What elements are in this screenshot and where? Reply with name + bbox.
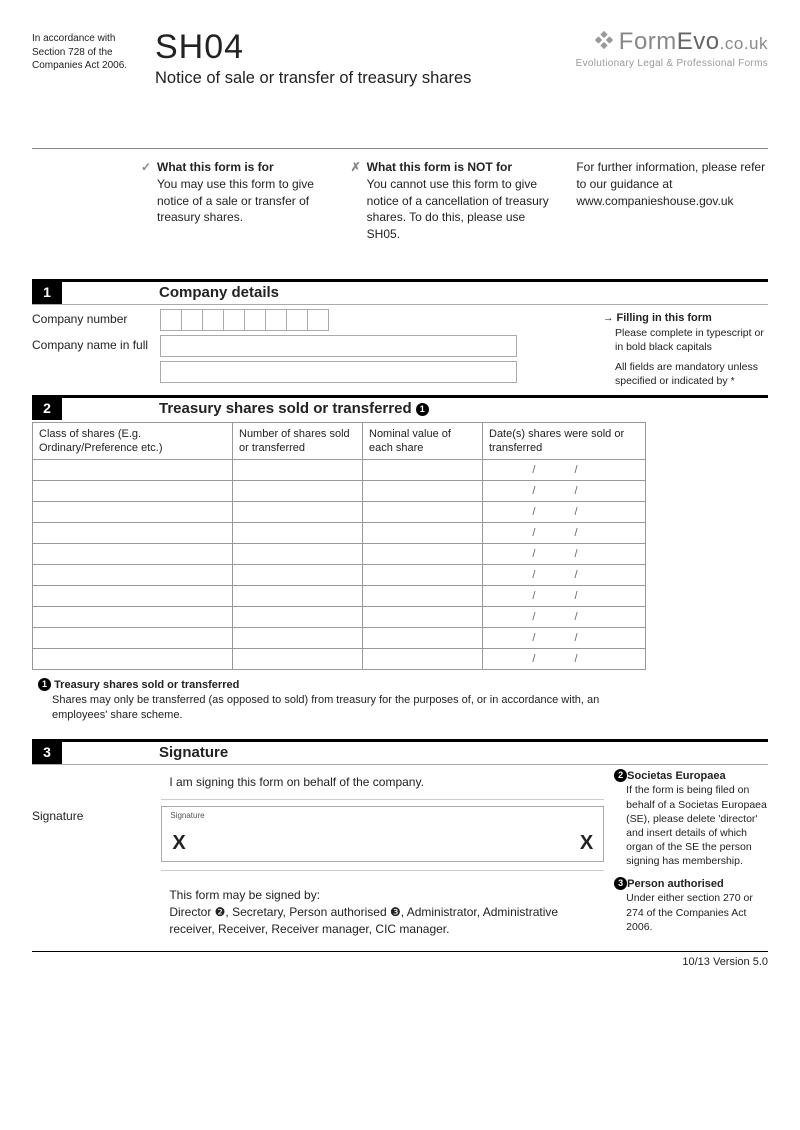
label-company-name: Company name in full [32, 335, 160, 352]
info-icon: 2 [614, 769, 627, 782]
info-icon: 1 [416, 403, 429, 416]
col-nominal: Nominal value of each share [363, 422, 483, 460]
company-name-input-2[interactable] [160, 361, 517, 383]
table-row[interactable]: / / [33, 502, 646, 523]
signature-box[interactable]: Signature X X [161, 806, 604, 862]
intro-for-title: What this form is for [157, 160, 274, 174]
intro-info-body: For further information, please refer to… [576, 160, 765, 208]
cross-icon: ✗ [351, 159, 364, 176]
col-number: Number of shares sold or transferred [233, 422, 363, 460]
signature-statement: I am signing this form on behalf of the … [161, 765, 604, 800]
table-row[interactable]: / / [33, 481, 646, 502]
label-company-number: Company number [32, 309, 160, 326]
intro-for: ✓What this form is for You may use this … [157, 159, 349, 243]
intro-info: For further information, please refer to… [576, 159, 768, 243]
header: In accordance with Section 728 of the Co… [32, 28, 768, 88]
table-row[interactable]: / / [33, 628, 646, 649]
intro-row: ✓What this form is for You may use this … [157, 159, 768, 243]
filling-note-body2: All fields are mandatory unless specifie… [603, 360, 768, 388]
version-footer: 10/13 Version 5.0 [32, 951, 768, 968]
label-signature: Signature [32, 765, 151, 945]
note2-body: If the form is being filed on behalf of … [614, 783, 768, 868]
section-title: Signature [62, 742, 768, 764]
arrow-icon: → [603, 311, 614, 325]
section-title: Treasury shares sold or transferred 1 [62, 398, 768, 420]
table-row[interactable]: / / [33, 523, 646, 544]
footnote-body: Shares may only be transferred (as oppos… [38, 693, 640, 723]
brand-logo: FormEvo.co.uk Evolutionary Legal & Profe… [576, 28, 768, 69]
brand-text: FormEvo.co.uk [619, 28, 768, 55]
table-row[interactable]: / / [33, 586, 646, 607]
info-icon: 3 [614, 877, 627, 890]
signed-by-intro: This form may be signed by: [169, 888, 320, 902]
form-code: SH04 [155, 28, 558, 67]
sign-x-left: X [172, 832, 185, 855]
signature-box-label: Signature [170, 811, 595, 820]
intro-for-body: You may use this form to give notice of … [157, 177, 314, 225]
table-row[interactable]: / / [33, 544, 646, 565]
section-company-details: 1 Company details Company number Company… [32, 279, 768, 389]
signature-notes: 2Societas Europaea If the form is being … [614, 765, 768, 945]
footnote-title: Treasury shares sold or transferred [54, 679, 239, 691]
table-row[interactable]: / / [33, 649, 646, 670]
signed-by-note: This form may be signed by: Director ❷, … [161, 870, 604, 945]
divider [32, 148, 768, 149]
company-number-input[interactable] [160, 309, 328, 331]
section-title: Company details [62, 282, 768, 304]
check-icon: ✓ [141, 159, 154, 176]
intro-not-body: You cannot use this form to give notice … [367, 177, 549, 241]
intro-not: ✗What this form is NOT for You cannot us… [367, 159, 559, 243]
note3-title: Person authorised [627, 878, 724, 890]
info-icon: 1 [38, 678, 51, 691]
col-class: Class of shares (E.g. Ordinary/Preferenc… [33, 422, 233, 460]
table-row[interactable]: / / [33, 460, 646, 481]
col-dates: Date(s) shares were sold or transferred [483, 422, 646, 460]
filling-note-title: Filling in this form [617, 312, 712, 324]
accordance-note: In accordance with Section 728 of the Co… [32, 28, 137, 73]
section-signature: 3 Signature Signature I am signing this … [32, 739, 768, 945]
filling-note-body: Please complete in typescript or in bold… [603, 326, 768, 354]
shares-table: Class of shares (E.g. Ordinary/Preferenc… [32, 422, 646, 671]
table-row[interactable]: / / [33, 607, 646, 628]
shares-footnote: 1 Treasury shares sold or transferred Sh… [32, 670, 646, 733]
title-block: SH04 Notice of sale or transfer of treas… [155, 28, 558, 88]
signed-by-list: Director ❷, Secretary, Person authorised… [169, 905, 558, 936]
note3-body: Under either section 270 or 274 of the C… [614, 891, 768, 934]
note2-title: Societas Europaea [627, 770, 725, 782]
sign-x-right: X [580, 832, 593, 855]
section-number: 3 [32, 742, 62, 764]
company-name-input-1[interactable] [160, 335, 517, 357]
section-treasury-shares: 2 Treasury shares sold or transferred 1 … [32, 395, 768, 733]
section-number: 2 [32, 398, 62, 420]
filling-note: →Filling in this form Please complete in… [603, 311, 768, 389]
form-subtitle: Notice of sale or transfer of treasury s… [155, 69, 558, 88]
section-number: 1 [32, 282, 62, 304]
brand-tagline: Evolutionary Legal & Professional Forms [576, 58, 768, 69]
intro-not-title: What this form is NOT for [367, 160, 512, 174]
brand-icon [593, 29, 615, 58]
table-row[interactable]: / / [33, 565, 646, 586]
